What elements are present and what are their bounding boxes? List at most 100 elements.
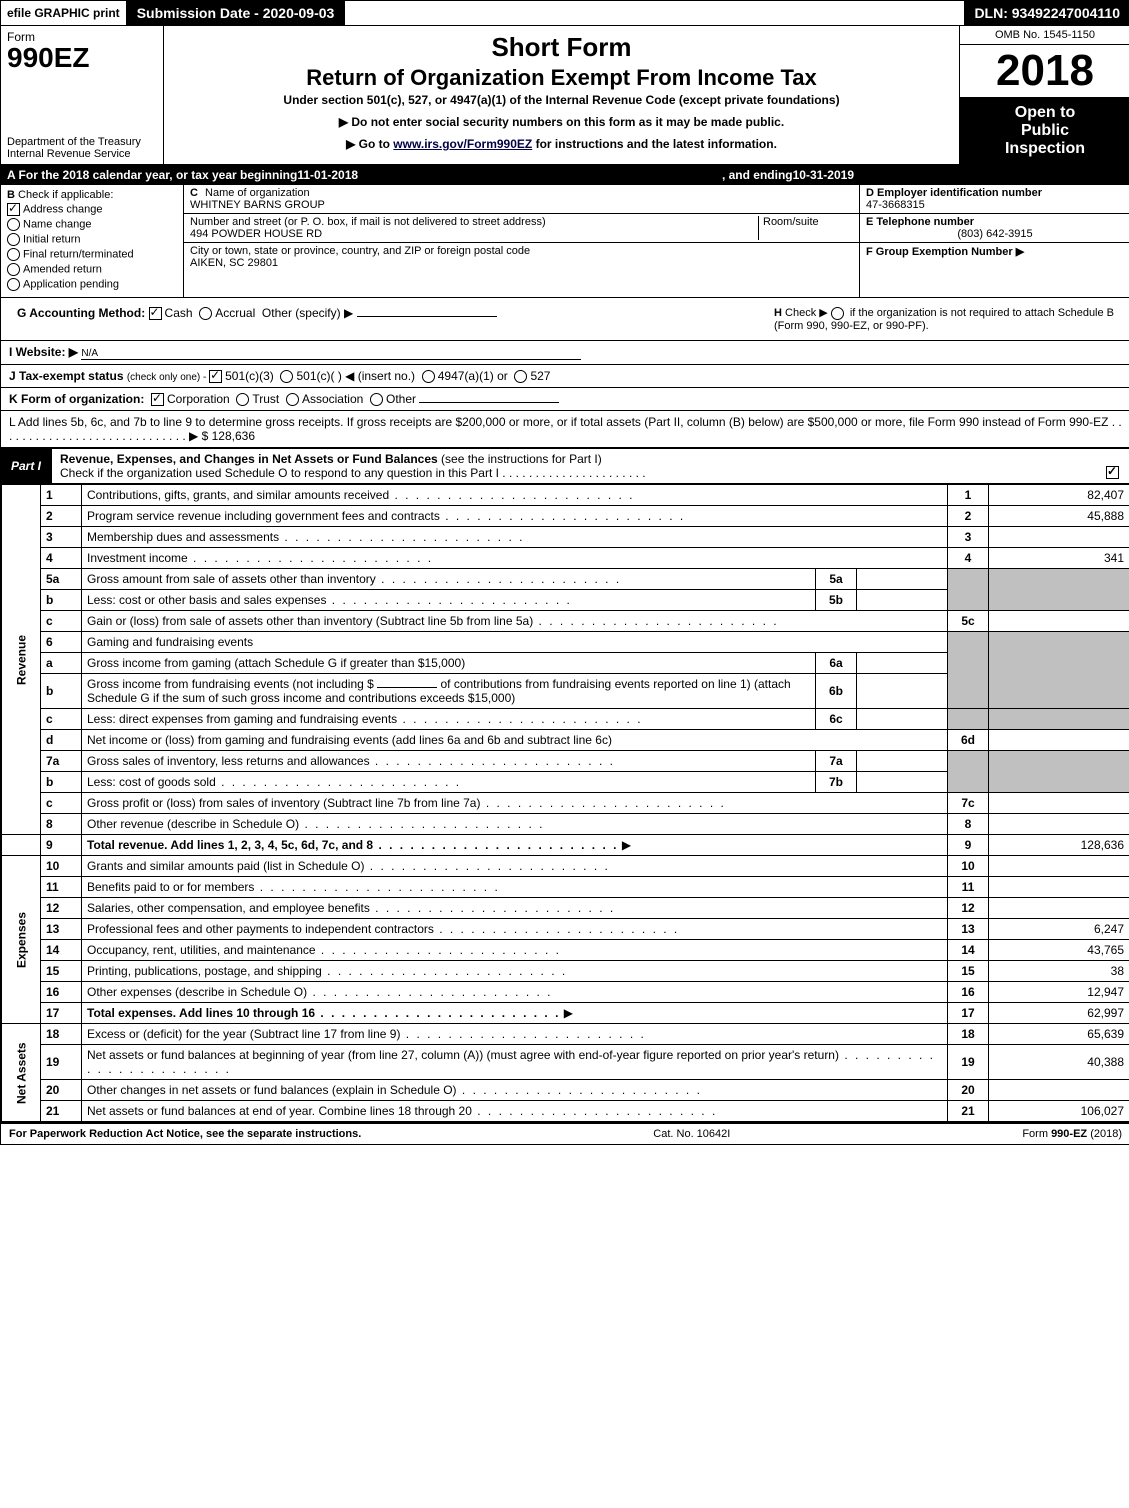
line-5a-subamt [857,569,948,590]
line-7b-text: Less: cost of goods sold [82,772,816,793]
j3-label: 4947(a)(1) or [438,369,508,383]
line-10-num: 10 [41,856,82,877]
j1-label: 501(c)(3) [225,369,274,383]
d-ein-label: D Employer identification number [866,187,1124,199]
line-20-text: Other changes in net assets or fund bala… [82,1080,948,1101]
part-1-header: Part I Revenue, Expenses, and Changes in… [1,448,1129,484]
line-6b-num: b [41,674,82,709]
cb-amended-label: Amended return [23,263,102,275]
footer-form-ref: Form 990-EZ (2018) [1022,1128,1122,1140]
section-b-checkboxes: B Check if applicable: Address change Na… [1,185,184,297]
line-20-num: 20 [41,1080,82,1101]
city-label: City or town, state or province, country… [190,245,530,257]
efile-print-label[interactable]: efile GRAPHIC print [1,1,127,25]
line-11-amount [989,877,1129,898]
tax-year-begin: 11-01-2018 [297,168,358,182]
part-1-number: Part I [1,456,52,476]
note-ssn: ▶ Do not enter social security numbers o… [174,115,949,129]
cb-final-return[interactable]: Final return/terminated [7,248,177,261]
line-21-box: 21 [948,1101,989,1122]
line-10-box: 10 [948,856,989,877]
line-8-text: Other revenue (describe in Schedule O) [82,814,948,835]
line-15-text: Printing, publications, postage, and shi… [82,961,948,982]
line-7c-num: c [41,793,82,814]
cb-initial-label: Initial return [23,233,80,245]
shade-6c-amt [989,709,1129,730]
dept-treasury: Department of the Treasury [7,136,157,148]
line-5b-subamt [857,590,948,611]
row-a-mid: , and ending [722,168,793,182]
form-number: 990EZ [7,44,157,72]
other-org-input[interactable] [419,402,559,403]
line-15-num: 15 [41,961,82,982]
line-6-text: Gaming and fundraising events [82,632,948,653]
cb-501c3[interactable] [209,370,222,383]
footer-left: For Paperwork Reduction Act Notice, see … [9,1128,361,1140]
cb-name-change[interactable]: Name change [7,218,177,231]
line-7c-text: Gross profit or (loss) from sales of inv… [82,793,948,814]
line-7b-num: b [41,772,82,793]
header-right: OMB No. 1545-1150 2018 Open to Public In… [959,26,1129,164]
cb-app-pending[interactable]: Application pending [7,278,177,291]
j-note: (check only one) - [127,372,209,383]
line-6d-box: 6d [948,730,989,751]
line-8-num: 8 [41,814,82,835]
line-6b-amount-input[interactable] [377,687,437,688]
cb-part-1-schedule-o[interactable] [1106,466,1119,479]
line-16-amount: 12,947 [989,982,1129,1003]
cb-accrual[interactable] [199,307,212,320]
j4-label: 527 [530,369,550,383]
cb-other-org[interactable] [370,393,383,406]
line-2-num: 2 [41,506,82,527]
note-goto-post: for instructions and the latest informat… [536,137,777,151]
b-label: B [7,189,15,201]
cb-501c[interactable] [280,370,293,383]
cb-amended-return[interactable]: Amended return [7,263,177,276]
line-5b-num: b [41,590,82,611]
line-6c-sub: 6c [816,709,857,730]
line-16-num: 16 [41,982,82,1003]
dept-irs: Internal Revenue Service [7,148,157,160]
top-bar: efile GRAPHIC print Submission Date - 20… [1,1,1129,26]
website-value: N/A [81,348,581,360]
line-13-text: Professional fees and other payments to … [82,919,948,940]
line-7c-amount [989,793,1129,814]
cb-address-change-label: Address change [23,203,103,215]
line-6b-subamt [857,674,948,709]
cb-association[interactable] [286,393,299,406]
cb-h-not-required[interactable] [831,307,844,320]
row-a-tax-year: A For the 2018 calendar year, or tax yea… [1,166,1129,185]
line-18-num: 18 [41,1024,82,1045]
line-3-box: 3 [948,527,989,548]
radio-icon [7,218,20,231]
line-6-num: 6 [41,632,82,653]
header-left: Form 990EZ Department of the Treasury In… [1,26,164,164]
cb-trust[interactable] [236,393,249,406]
topbar-spacer [345,1,964,25]
line-1-text: Contributions, gifts, grants, and simila… [82,485,948,506]
line-7c-box: 7c [948,793,989,814]
radio-icon [7,263,20,276]
line-5a-sub: 5a [816,569,857,590]
line-6c-subamt [857,709,948,730]
cb-corporation[interactable] [151,393,164,406]
line-19-num: 19 [41,1045,82,1080]
line-20-box: 20 [948,1080,989,1101]
irs-link[interactable]: www.irs.gov/Form990EZ [393,137,532,151]
line-7a-text: Gross sales of inventory, less returns a… [82,751,816,772]
line-1-amount: 82,407 [989,485,1129,506]
line-12-box: 12 [948,898,989,919]
cb-527[interactable] [514,370,527,383]
line-16-box: 16 [948,982,989,1003]
other-specify-input[interactable] [357,316,497,317]
cb-address-change[interactable]: Address change [7,203,177,216]
cb-4947[interactable] [422,370,435,383]
line-8-amount [989,814,1129,835]
c-text: Name of organization [202,187,310,199]
cb-initial-return[interactable]: Initial return [7,233,177,246]
cb-final-label: Final return/terminated [23,248,134,260]
cb-cash[interactable] [149,307,162,320]
line-4-box: 4 [948,548,989,569]
row-j-tax-exempt: J Tax-exempt status (check only one) - 5… [1,365,1129,388]
open-inspection-badge: Open to Public Inspection [960,98,1129,164]
